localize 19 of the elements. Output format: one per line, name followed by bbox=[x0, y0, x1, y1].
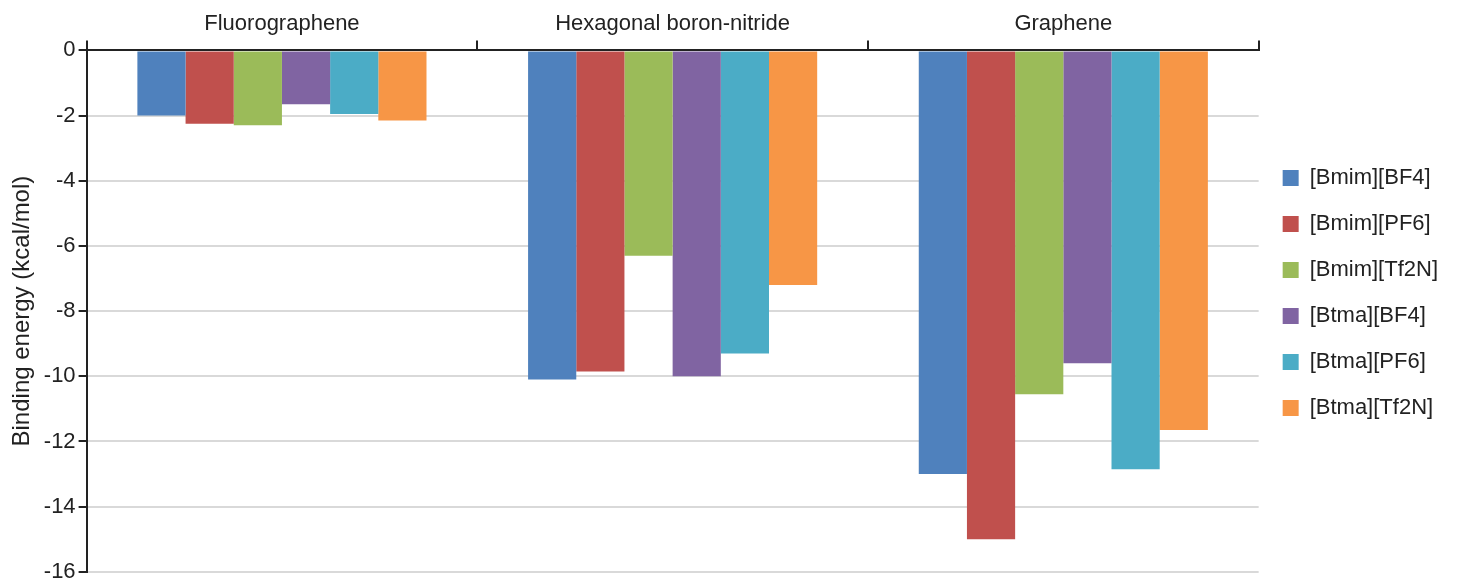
y-tick-label: 0 bbox=[63, 36, 76, 62]
y-tick-label: -2 bbox=[56, 101, 76, 127]
y-tick-label: -10 bbox=[43, 362, 76, 388]
legend-label: [Btma][Tf2N] bbox=[1309, 394, 1434, 420]
x-tick-label: Graphene bbox=[1014, 10, 1113, 36]
y-axis-title: Binding energy (kcal/mol) bbox=[7, 175, 35, 447]
legend-label: [Btma][PF6] bbox=[1309, 348, 1426, 374]
y-tick-label: -4 bbox=[56, 166, 76, 192]
legend-label: [Bmim][BF4] bbox=[1309, 164, 1431, 190]
x-tick-label: Hexagonal boron-nitride bbox=[555, 10, 791, 36]
x-tick-label: Fluorographene bbox=[204, 10, 360, 36]
y-tick-label: -14 bbox=[43, 492, 76, 518]
y-tick-label: -12 bbox=[43, 427, 76, 453]
legend-label: [Btma][BF4] bbox=[1309, 302, 1426, 328]
y-tick-label: -8 bbox=[56, 297, 76, 323]
legend-label: [Bmim][PF6] bbox=[1309, 210, 1431, 236]
y-tick-label: -6 bbox=[56, 231, 76, 257]
legend-label: [Bmim][Tf2N] bbox=[1309, 256, 1439, 282]
y-tick-label: -16 bbox=[43, 557, 76, 583]
